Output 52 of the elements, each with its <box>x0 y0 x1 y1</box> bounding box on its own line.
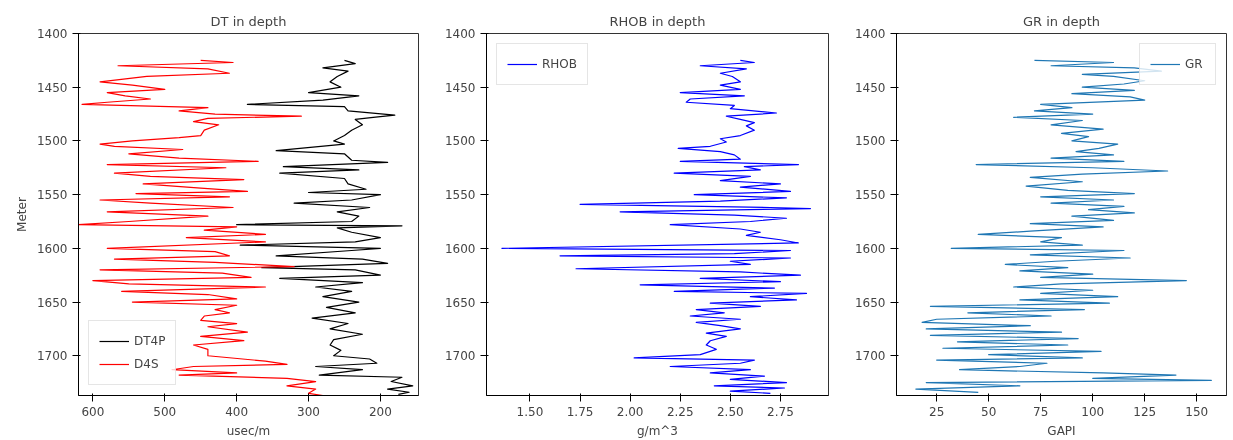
x-tick-label: 150 <box>1185 404 1209 419</box>
line-series <box>501 59 812 394</box>
y-tick-label: 1600 <box>854 241 886 256</box>
legend-label: RHOB <box>542 57 578 71</box>
x-tick-label: 300 <box>297 404 320 419</box>
y-tick-label: 1450 <box>854 80 886 95</box>
x-tick-label: 50 <box>981 404 997 419</box>
x-tick-label: 100 <box>1081 404 1105 419</box>
x-tick-label: 1.50 <box>516 404 544 419</box>
y-tick-label: 1400 <box>36 27 68 41</box>
x-axis-title: g/m^3 <box>636 423 679 438</box>
y-tick-label: 1650 <box>854 295 886 310</box>
y-tick-label: 1500 <box>36 134 68 149</box>
x-tick-label: 500 <box>153 404 177 419</box>
x-axis-title: GAPI <box>1047 423 1076 438</box>
x-tick-label: 75 <box>1033 404 1049 419</box>
line-series <box>915 59 1212 393</box>
line-series <box>78 59 324 396</box>
x-tick-label: 400 <box>225 404 249 419</box>
y-tick-label: 1600 <box>36 241 68 256</box>
y-tick-label: 1550 <box>36 188 68 203</box>
y-tick-label: 1650 <box>444 295 476 310</box>
y-axis-title: Meter <box>14 197 29 232</box>
y-tick-label: 1700 <box>36 349 68 364</box>
y-tick-label: 1700 <box>854 349 886 364</box>
x-tick-label: 1.75 <box>566 404 594 419</box>
y-tick-label: 1650 <box>36 295 68 310</box>
y-tick-label: 1600 <box>444 241 476 256</box>
x-tick-label: 200 <box>368 404 392 419</box>
x-tick-label: 2.00 <box>616 404 644 419</box>
y-tick-label: 1400 <box>854 27 886 41</box>
legend-label: GR <box>1185 57 1204 71</box>
chart-title: RHOB in depth <box>609 13 706 29</box>
y-tick-label: 1550 <box>444 188 476 203</box>
legend-label: D4S <box>134 357 159 371</box>
y-tick-label: 1450 <box>444 80 476 95</box>
y-tick-label: 1500 <box>444 134 476 149</box>
x-tick-label: 600 <box>81 404 105 419</box>
x-tick-label: 2.75 <box>767 404 794 419</box>
x-tick-label: 2.50 <box>716 404 744 419</box>
x-tick-label: 125 <box>1133 404 1157 419</box>
y-tick-label: 1400 <box>444 27 476 41</box>
y-tick-label: 1450 <box>36 80 68 95</box>
chart-title: GR in depth <box>1022 13 1101 29</box>
x-axis-title: usec/m <box>226 423 271 438</box>
chart-title: DT in depth <box>210 13 287 29</box>
y-tick-label: 1550 <box>854 188 886 203</box>
x-tick-label: 2.25 <box>666 404 694 419</box>
x-tick-label: 25 <box>929 404 945 419</box>
y-tick-label: 1500 <box>854 134 886 149</box>
y-tick-label: 1700 <box>444 349 476 364</box>
legend-label: DT4P <box>134 334 166 348</box>
